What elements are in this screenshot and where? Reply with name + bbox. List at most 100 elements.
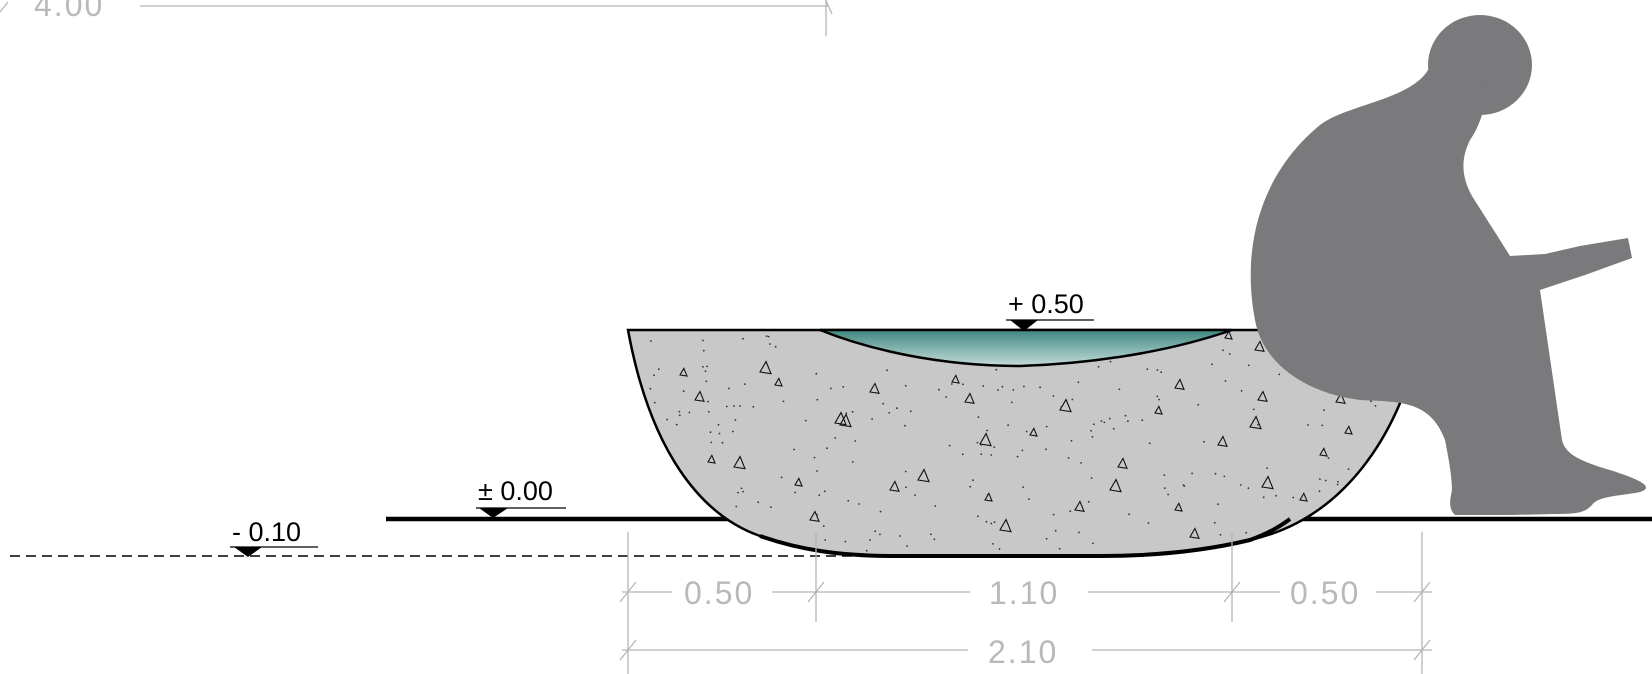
aggregate-dot <box>1374 405 1377 407</box>
aggregate-dot <box>702 339 704 342</box>
level-marker-top: + 0.50 <box>1006 289 1094 331</box>
dimension-left: 0.50 <box>684 575 754 611</box>
dimension-right: 0.50 <box>1290 575 1360 611</box>
aggregate-dot <box>1039 386 1041 389</box>
aggregate-mark <box>984 492 993 502</box>
aggregate-dot <box>1069 510 1072 513</box>
aggregate-dot <box>1091 436 1094 438</box>
aggregate-dot <box>1160 371 1163 374</box>
dimension-middle: 1.10 <box>989 575 1059 611</box>
level-label-top: + 0.50 <box>1008 289 1084 319</box>
aggregate-dot <box>1087 500 1090 503</box>
aggregate-dot <box>1025 430 1028 433</box>
aggregate-dot <box>823 490 826 493</box>
aggregate-dot <box>1001 385 1004 388</box>
aggregate-dot <box>882 402 885 405</box>
aggregate-dot <box>992 543 994 545</box>
aggregate-dot <box>980 453 983 455</box>
aggregate-dot <box>717 423 720 426</box>
aggregate-dot <box>699 524 702 526</box>
aggregate-dot <box>865 549 868 552</box>
aggregate-dot <box>816 470 818 472</box>
aggregate-dot <box>1223 475 1226 478</box>
aggregate-dot <box>1324 479 1327 482</box>
aggregate-mark <box>1109 478 1122 493</box>
aggregate-dot <box>961 453 964 456</box>
aggregate-dot <box>774 345 777 348</box>
aggregate-dot <box>1336 483 1339 486</box>
aggregate-mark <box>679 367 688 377</box>
aggregate-dot <box>888 412 891 414</box>
aggregate-dot <box>706 365 708 368</box>
dimension-lines: 0.50 1.10 0.50 2.10 <box>619 532 1432 674</box>
aggregate-dot <box>1379 466 1382 468</box>
aggregate-dot <box>1278 373 1281 376</box>
aggregate-dot <box>1052 395 1055 397</box>
aggregate-mark <box>1261 475 1274 490</box>
aggregate-dot <box>1318 490 1321 493</box>
aggregate-dot <box>990 454 993 456</box>
aggregate-dot <box>1045 537 1048 540</box>
aggregate-dot <box>793 448 795 451</box>
aggregate-dot <box>1124 414 1127 417</box>
aggregate-dot <box>1222 349 1224 352</box>
aggregate-dot <box>1228 353 1231 355</box>
aggregate-dot <box>702 349 705 352</box>
aggregate-dot <box>1090 477 1093 479</box>
aggregate-dot <box>705 380 708 383</box>
aggregate-dot <box>990 522 993 525</box>
aggregate-dot <box>688 411 691 414</box>
aggregate-dot <box>1077 381 1080 384</box>
aggregate-dot <box>1141 419 1144 422</box>
aggregate-dot <box>1197 403 1200 406</box>
aggregate-dot <box>1214 472 1217 475</box>
aggregate-dot <box>914 494 916 496</box>
aggregate-mark <box>1224 330 1233 340</box>
aggregate-mark <box>1254 340 1265 353</box>
aggregate-dot <box>1109 360 1112 363</box>
aggregate-dot <box>652 504 654 506</box>
level-label-ground: ± 0.00 <box>478 476 553 506</box>
aggregate-dot <box>976 441 979 444</box>
aggregate-dot <box>1060 406 1063 408</box>
aggregate-dot <box>1307 424 1309 426</box>
aggregate-mark <box>869 382 880 395</box>
aggregate-mark <box>1344 425 1353 435</box>
aggregate-mark <box>1059 398 1072 413</box>
aggregate-dot <box>1219 533 1222 536</box>
aggregate-mark <box>1074 500 1085 513</box>
aggregate-dot <box>1362 543 1364 546</box>
aggregate-dot <box>1224 380 1227 382</box>
aggregate-dot <box>666 418 668 421</box>
aggregate-dot <box>644 412 647 415</box>
aggregate-dot <box>874 530 877 533</box>
aggregate-dot <box>769 343 771 345</box>
aggregate-mark <box>1249 415 1262 430</box>
aggregate-mark <box>774 377 783 387</box>
aggregate-dot <box>969 485 972 488</box>
aggregate-dot <box>904 424 906 427</box>
aggregate-dot <box>1156 369 1159 371</box>
aggregate-dot <box>650 340 652 342</box>
aggregate-dot <box>1287 549 1289 551</box>
aggregate-dot <box>735 505 738 508</box>
aggregate-dot <box>639 432 641 434</box>
aggregate-dot <box>945 396 948 398</box>
aggregate-dot <box>816 398 819 401</box>
aggregate-dot <box>1252 408 1255 411</box>
aggregate-mark <box>1299 492 1308 502</box>
aggregate-dot <box>1058 547 1061 550</box>
aggregate-dot <box>770 547 773 549</box>
aggregate-dot <box>1203 440 1205 443</box>
aggregate-dot <box>834 437 837 439</box>
aggregate-dot <box>1382 506 1385 509</box>
aggregate-dot <box>933 538 936 541</box>
aggregate-dot <box>731 528 734 531</box>
aggregate-dot <box>977 416 980 418</box>
aggregate-mark <box>1335 392 1346 405</box>
aggregate-dot <box>1054 529 1057 532</box>
aggregate-dot <box>1300 543 1302 546</box>
aggregate-dot <box>1277 546 1279 549</box>
aggregate-dot <box>962 383 964 386</box>
